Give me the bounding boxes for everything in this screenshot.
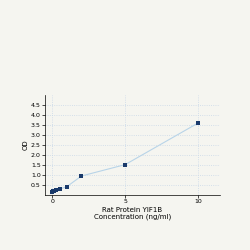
Point — [50, 190, 54, 194]
Point — [54, 188, 58, 192]
Y-axis label: OD: OD — [22, 140, 28, 150]
Point — [123, 162, 127, 166]
Point — [196, 121, 200, 125]
Point — [52, 189, 56, 193]
Point — [65, 184, 69, 188]
Point — [80, 174, 84, 178]
X-axis label: Rat Protein YIF1B
Concentration (ng/ml): Rat Protein YIF1B Concentration (ng/ml) — [94, 207, 171, 220]
Point — [58, 187, 62, 191]
Point — [51, 189, 55, 193]
